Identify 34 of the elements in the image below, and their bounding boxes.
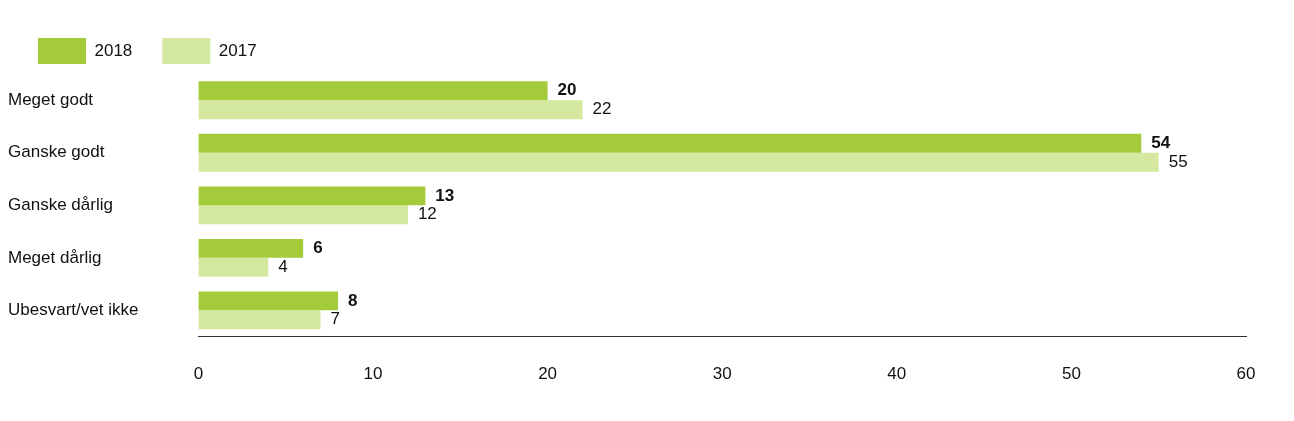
y-tick-label: Ubesvart/vet ikke xyxy=(8,300,139,320)
bar xyxy=(198,133,1142,153)
bar xyxy=(198,205,408,225)
x-tick-label: 10 xyxy=(363,364,383,384)
data-label: 8 xyxy=(348,290,358,310)
data-label: 20 xyxy=(557,80,577,100)
data-label: 54 xyxy=(1151,133,1171,153)
data-label: 12 xyxy=(417,204,437,224)
x-tick-label: 0 xyxy=(193,364,204,384)
data-label: 22 xyxy=(592,99,612,119)
bar xyxy=(198,152,1159,172)
x-tick-label: 30 xyxy=(712,364,732,384)
y-tick-label: Ganske godt xyxy=(8,142,105,162)
bar xyxy=(198,238,304,258)
data-label: 13 xyxy=(435,185,455,205)
x-tick-label: 60 xyxy=(1236,364,1256,384)
data-label: 55 xyxy=(1168,151,1188,171)
bar xyxy=(198,186,426,206)
data-label: 7 xyxy=(330,309,341,329)
bar xyxy=(198,257,269,277)
bar xyxy=(198,310,321,330)
y-tick-label: Meget godt xyxy=(8,89,94,109)
data-label: 4 xyxy=(278,256,288,276)
data-label: 6 xyxy=(313,238,323,258)
bar xyxy=(198,100,583,120)
legend-label: 2018 xyxy=(94,40,133,60)
x-tick-label: 20 xyxy=(538,364,558,384)
x-tick-label: 50 xyxy=(1061,364,1081,384)
x-tick-label: 40 xyxy=(887,364,907,384)
bar xyxy=(198,81,548,101)
bar xyxy=(198,291,339,311)
legend-label: 2017 xyxy=(218,40,257,60)
y-tick-label: Meget dårlig xyxy=(8,247,102,267)
y-tick-label: Ganske dårlig xyxy=(8,194,113,214)
